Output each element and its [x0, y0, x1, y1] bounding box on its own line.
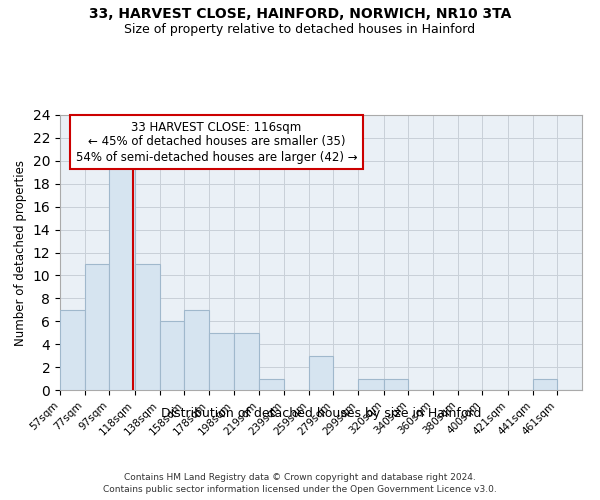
Bar: [209, 332, 233, 390]
Bar: [259, 378, 284, 390]
Text: Distribution of detached houses by size in Hainford: Distribution of detached houses by size …: [161, 408, 481, 420]
Bar: [184, 310, 209, 390]
Bar: [384, 378, 409, 390]
Bar: [85, 264, 109, 390]
Text: 33 HARVEST CLOSE: 116sqm
← 45% of detached houses are smaller (35)
54% of semi-d: 33 HARVEST CLOSE: 116sqm ← 45% of detach…: [76, 120, 358, 164]
Y-axis label: Number of detached properties: Number of detached properties: [14, 160, 27, 346]
Bar: [60, 310, 85, 390]
Bar: [135, 264, 160, 390]
Bar: [533, 378, 557, 390]
Text: 33, HARVEST CLOSE, HAINFORD, NORWICH, NR10 3TA: 33, HARVEST CLOSE, HAINFORD, NORWICH, NR…: [89, 8, 511, 22]
Bar: [308, 356, 334, 390]
Text: Contains public sector information licensed under the Open Government Licence v3: Contains public sector information licen…: [103, 485, 497, 494]
Bar: [109, 161, 135, 390]
Bar: [358, 378, 384, 390]
Text: Contains HM Land Registry data © Crown copyright and database right 2024.: Contains HM Land Registry data © Crown c…: [124, 472, 476, 482]
Text: Size of property relative to detached houses in Hainford: Size of property relative to detached ho…: [124, 22, 476, 36]
Bar: [160, 322, 184, 390]
Bar: [233, 332, 259, 390]
